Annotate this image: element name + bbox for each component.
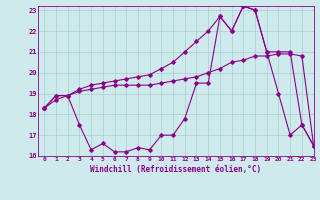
X-axis label: Windchill (Refroidissement éolien,°C): Windchill (Refroidissement éolien,°C)	[91, 165, 261, 174]
